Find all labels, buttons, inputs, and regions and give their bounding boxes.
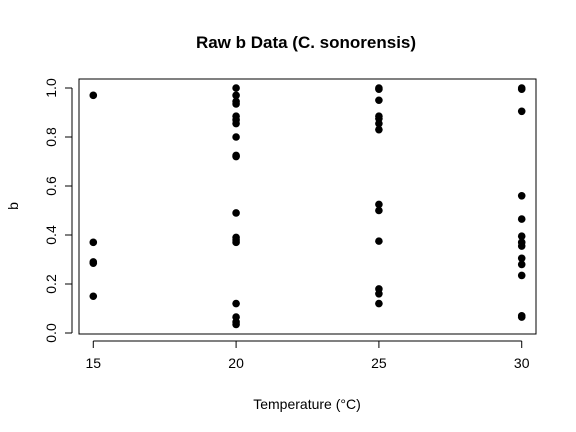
x-tick-label: 25 <box>371 355 387 371</box>
data-point <box>375 96 383 105</box>
y-tick-label: 0.8 <box>43 127 59 147</box>
data-point <box>517 107 526 116</box>
data-point <box>232 152 240 161</box>
chart-title: Raw b Data (C. sonorensis) <box>196 33 416 52</box>
data-point <box>517 254 526 263</box>
y-tick-label: 0.0 <box>43 323 59 343</box>
x-axis: 15 20 25 30 <box>85 340 530 371</box>
y-tick-label: 1.0 <box>43 78 59 98</box>
data-point <box>517 215 526 223</box>
data-point <box>517 242 526 250</box>
data-point <box>375 206 383 215</box>
data-point <box>232 299 240 308</box>
data-point <box>232 100 240 108</box>
data-point <box>232 209 240 217</box>
x-tick-label: 20 <box>228 355 244 371</box>
x-axis-label: Temperature (°C) <box>253 396 361 412</box>
data-point <box>232 320 240 329</box>
y-tick-label: 0.2 <box>43 274 59 294</box>
data-point <box>232 133 240 141</box>
x-tick-label: 15 <box>85 355 101 371</box>
plot-frame <box>78 78 537 335</box>
data-point <box>232 91 240 100</box>
data-point <box>375 119 383 128</box>
x-tick-label: 30 <box>514 355 530 371</box>
y-axis: 0.0 0.2 0.4 0.6 0.8 1.0 <box>43 78 73 343</box>
data-point <box>232 119 240 128</box>
data-point <box>232 238 240 247</box>
data-point <box>232 84 240 92</box>
data-point <box>517 232 526 241</box>
y-axis-label: b <box>5 202 21 210</box>
data-point <box>89 238 98 247</box>
data-point <box>517 313 526 321</box>
data-point <box>517 271 526 280</box>
y-tick-label: 0.6 <box>43 176 59 196</box>
y-tick-label: 0.4 <box>43 225 59 245</box>
data-point <box>375 237 383 245</box>
data-points <box>89 84 526 329</box>
data-point <box>517 192 526 200</box>
data-point <box>89 91 98 100</box>
data-point <box>375 85 383 94</box>
data-point <box>517 85 526 94</box>
data-point <box>375 290 383 298</box>
data-point <box>89 292 98 301</box>
data-point <box>517 260 526 269</box>
data-point <box>375 200 383 209</box>
data-point <box>375 125 383 134</box>
data-point <box>375 299 383 308</box>
data-point <box>89 259 98 267</box>
